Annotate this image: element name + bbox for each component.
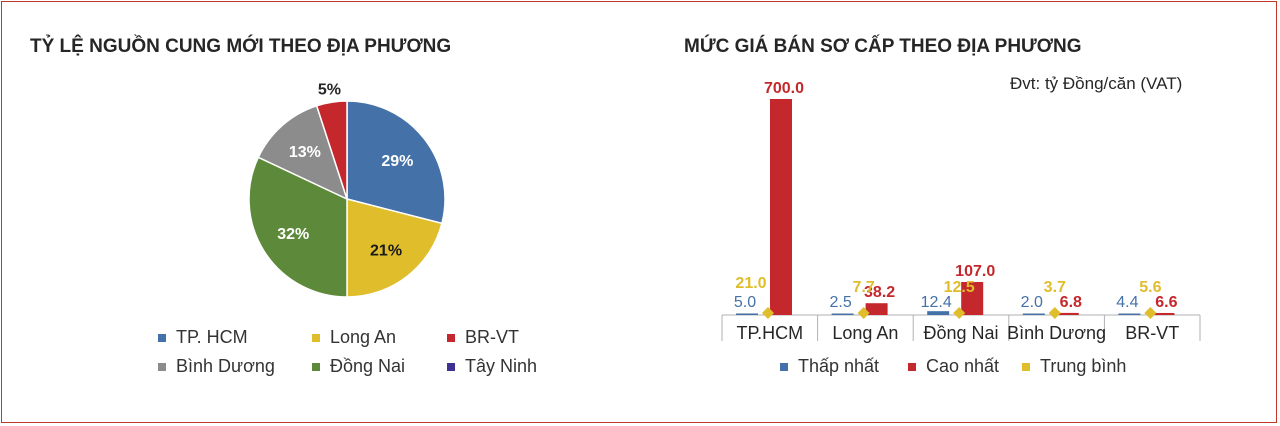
legend-label: Bình Dương (176, 356, 275, 376)
label-thap-nhat-long-an: 2.5 (829, 294, 851, 311)
pie-legend-item-binh-duong: Bình Dương (158, 356, 275, 377)
legend-swatch (158, 333, 166, 342)
pie-legend-item-tp-hcm: TP. HCM (158, 327, 248, 348)
label-thap-nhat-br-vt: 4.4 (1116, 294, 1138, 311)
pie-legend-item-tay-ninh: Tây Ninh (447, 356, 537, 377)
legend-swatch (447, 333, 455, 342)
bar-thap-nhat-br-vt (1118, 313, 1141, 315)
marker-trung-binh-tp-hcm (762, 307, 774, 319)
legend-label: Thấp nhất (798, 356, 880, 376)
pie-chart: 29% 21% 32% 13% 5% (248, 81, 446, 298)
pie-slice-long-an (346, 198, 443, 298)
label-trung-binh-tp-hcm: 21.0 (735, 275, 766, 292)
pie-label-long-an: 21% (370, 242, 402, 259)
legend-swatch (447, 362, 455, 371)
label-trung-binh-long-an: 7.7 (852, 279, 874, 296)
legend-label: BR-VT (465, 327, 519, 347)
legend-label: Cao nhất (926, 356, 1000, 376)
pie-label-br-vt: 5% (318, 81, 341, 98)
legend-swatch (780, 362, 788, 371)
pie-label-tp-hcm: 29% (381, 153, 413, 170)
legend-swatch (312, 333, 320, 342)
pie-legend-item-dong-nai: Đồng Nai (312, 356, 405, 377)
x-tick-binh-duong: Bình Dương (1007, 323, 1106, 343)
legend-swatch (312, 362, 320, 371)
bar-legend-item-thap-nhat: Thấp nhất (780, 356, 879, 377)
pie-slice-binh-duong (257, 104, 349, 201)
pie-label-dong-nai: 32% (277, 226, 309, 243)
x-tick-dong-nai: Đồng Nai (923, 323, 998, 343)
bar-cao-nhat-br-vt (1152, 312, 1175, 315)
marker-trung-binh-long-an (857, 307, 870, 319)
legend-label: Trung bình (1040, 356, 1127, 376)
pie-label-binh-duong: 13% (289, 144, 321, 161)
legend-label: Tây Ninh (465, 356, 538, 376)
bar-thap-nhat-binh-duong (1022, 313, 1045, 315)
x-tick-tp-hcm: TP.HCM (736, 323, 803, 343)
bar-legend-item-trung-binh: Trung bình (1022, 356, 1126, 377)
x-tick-br-vt: BR-VT (1125, 323, 1179, 343)
pie-legend-item-br-vt: BR-VT (447, 327, 519, 348)
legend-swatch (158, 362, 166, 371)
unit-label: Đvt: tỷ Đồng/căn (VAT) (1010, 74, 1183, 93)
label-cao-nhat-dong-nai: 107.0 (955, 263, 995, 280)
bar-cao-nhat-tp-hcm (770, 99, 792, 315)
legend-label: Đồng Nai (330, 356, 406, 376)
bar-cao-nhat-dong-nai (961, 281, 984, 315)
bar-cao-nhat-binh-duong (1056, 312, 1079, 315)
label-thap-nhat-binh-duong: 2.0 (1021, 294, 1043, 311)
pie-slice-br-vt (315, 100, 348, 200)
x-tick-long-an: Long An (832, 323, 898, 343)
label-thap-nhat-dong-nai: 12.4 (921, 294, 952, 311)
pie-chart-title: TỶ LỆ NGUỒN CUNG MỚI THEO ĐỊA PHƯƠNG (30, 36, 452, 57)
label-trung-binh-binh-duong: 3.7 (1044, 279, 1066, 296)
bar-legend-item-cao-nhat: Cao nhất (908, 356, 999, 377)
label-thap-nhat-tp-hcm: 5.0 (734, 294, 756, 311)
marker-trung-binh-br-vt (1144, 307, 1157, 319)
bar-chart-title: MỨC GIÁ BÁN SƠ CẤP THEO ĐỊA PHƯƠNG (684, 36, 1082, 57)
label-trung-binh-dong-nai: 12.5 (944, 279, 975, 296)
label-cao-nhat-tp-hcm: 700.0 (764, 80, 804, 97)
pie-legend-item-long-an: Long An (312, 327, 396, 348)
marker-trung-binh-dong-nai (953, 307, 966, 319)
pie-slice-dong-nai (248, 156, 348, 298)
bar-thap-nhat-dong-nai (927, 311, 950, 315)
legend-label: TP. HCM (176, 327, 248, 347)
label-cao-nhat-binh-duong: 6.8 (1060, 294, 1082, 311)
pie-slice-tp-hcm (346, 100, 446, 225)
label-cao-nhat-long-an: 38.2 (864, 284, 895, 301)
bar-thap-nhat-long-an (831, 313, 854, 315)
legend-swatch (908, 362, 916, 371)
bar-cao-nhat-long-an (865, 303, 888, 315)
label-cao-nhat-br-vt: 6.6 (1155, 294, 1177, 311)
marker-trung-binh-binh-duong (1048, 307, 1061, 319)
bar-thap-nhat-tp-hcm (736, 313, 758, 315)
label-trung-binh-br-vt: 5.6 (1139, 279, 1161, 296)
legend-label: Long An (330, 327, 397, 347)
legend-swatch (1022, 362, 1030, 371)
